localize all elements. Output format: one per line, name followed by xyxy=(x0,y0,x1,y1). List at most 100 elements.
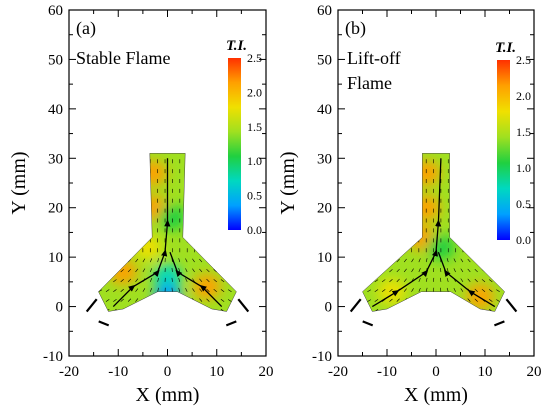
velocity-vector xyxy=(98,259,103,263)
velocity-vector xyxy=(192,258,195,263)
colorbar-tick-label: 0.5 xyxy=(247,189,262,203)
velocity-vector xyxy=(446,258,449,263)
colorbar-tick-label: 0.0 xyxy=(516,233,531,247)
velocity-vector xyxy=(453,297,456,302)
colorbar-tick-label: 0.0 xyxy=(247,223,262,237)
x-tick-label: 10 xyxy=(209,364,224,380)
velocity-vector xyxy=(227,289,232,292)
velocity-vector xyxy=(113,259,117,263)
ti-hotspot xyxy=(466,283,495,310)
velocity-vector xyxy=(367,279,371,283)
velocity-vector xyxy=(481,288,486,292)
velocity-vector xyxy=(467,258,471,263)
velocity-vector xyxy=(227,299,232,302)
velocity-vector xyxy=(488,259,493,263)
velocity-vector xyxy=(396,308,400,312)
x-tick-label: -20 xyxy=(328,364,348,380)
velocity-vector xyxy=(220,279,225,283)
streamline xyxy=(112,158,171,308)
velocity-vector xyxy=(98,299,103,302)
velocity-vector xyxy=(227,309,232,312)
velocity-vector xyxy=(425,297,428,302)
velocity-vector xyxy=(474,308,478,312)
velocity-vector xyxy=(496,279,500,283)
velocity-vector xyxy=(496,309,500,312)
x-tick-label: 0 xyxy=(164,364,172,380)
velocity-vector xyxy=(374,299,379,302)
velocity-vector xyxy=(488,299,493,302)
nozzle-mark xyxy=(349,298,362,313)
ti-hotspot xyxy=(192,273,221,300)
colorbar-tick-label: 0.5 xyxy=(516,197,531,211)
y-tick-label: 20 xyxy=(317,201,332,217)
colorbar-title: T.I. xyxy=(226,38,247,54)
velocity-vector xyxy=(135,308,139,312)
velocity-vector xyxy=(374,289,379,292)
velocity-vector xyxy=(488,279,493,283)
velocity-vector xyxy=(367,259,371,263)
velocity-vector xyxy=(127,308,132,312)
colorbar xyxy=(497,60,510,240)
y-tick-label: 0 xyxy=(325,300,333,316)
colorbar-tick-label: 2.0 xyxy=(516,89,531,103)
ti-hotspot xyxy=(109,258,138,285)
colorbar-tick-label: 2.5 xyxy=(516,53,531,67)
velocity-vector xyxy=(389,298,393,302)
y-tick-label: 0 xyxy=(56,300,64,316)
velocity-vector xyxy=(185,307,188,312)
velocity-vector xyxy=(403,308,407,312)
velocity-vector xyxy=(220,299,225,302)
colorbar-title: T.I. xyxy=(495,40,516,56)
velocity-vector xyxy=(120,269,124,273)
y-axis-label: Y (mm) xyxy=(8,151,30,214)
velocity-vector xyxy=(389,259,393,263)
velocity-vector xyxy=(149,307,153,312)
y-tick-label: 40 xyxy=(317,102,332,118)
velocity-vector xyxy=(411,298,414,302)
velocity-vector xyxy=(367,299,371,302)
streamline xyxy=(169,251,223,308)
nozzle-mark xyxy=(98,320,110,327)
velocity-vector xyxy=(178,307,181,312)
velocity-vector xyxy=(157,297,159,302)
velocity-vector xyxy=(418,297,421,302)
velocity-vector xyxy=(213,288,217,292)
velocity-vector xyxy=(411,307,414,312)
velocity-vector xyxy=(199,258,203,263)
colorbar xyxy=(228,58,241,230)
velocity-vector xyxy=(496,289,500,292)
x-axis-label: X (mm) xyxy=(404,384,468,406)
colorbar-tick-label: 1.0 xyxy=(516,161,531,175)
velocity-vector xyxy=(227,259,232,263)
velocity-vector xyxy=(467,308,471,312)
streamline xyxy=(371,158,442,308)
velocity-vector xyxy=(367,309,371,312)
velocity-vector xyxy=(220,259,225,263)
x-tick-label: 20 xyxy=(259,364,274,380)
colorbar-tick-label: 1.0 xyxy=(247,154,262,168)
velocity-vector xyxy=(98,279,103,283)
field-outline xyxy=(98,153,237,312)
velocity-vector xyxy=(199,308,203,312)
y-tick-label: 50 xyxy=(317,52,332,68)
velocity-vector xyxy=(113,289,117,292)
velocity-vector xyxy=(453,307,456,312)
y-tick-label: 30 xyxy=(317,151,332,167)
velocity-vector xyxy=(113,279,117,283)
velocity-vector xyxy=(220,289,225,292)
velocity-vector xyxy=(374,259,379,263)
ti-hotspot xyxy=(138,160,167,187)
x-tick-label: -20 xyxy=(59,364,79,380)
velocity-vector xyxy=(467,298,471,302)
x-tick-label: -10 xyxy=(377,364,397,380)
ti-hotspot xyxy=(158,204,187,231)
y-tick-label: 60 xyxy=(48,3,63,19)
velocity-vector xyxy=(120,288,124,292)
velocity-vector xyxy=(213,259,217,263)
velocity-vector xyxy=(425,307,428,312)
velocity-vector xyxy=(206,308,210,312)
velocity-vector xyxy=(105,299,110,302)
velocity-vector xyxy=(142,307,146,312)
